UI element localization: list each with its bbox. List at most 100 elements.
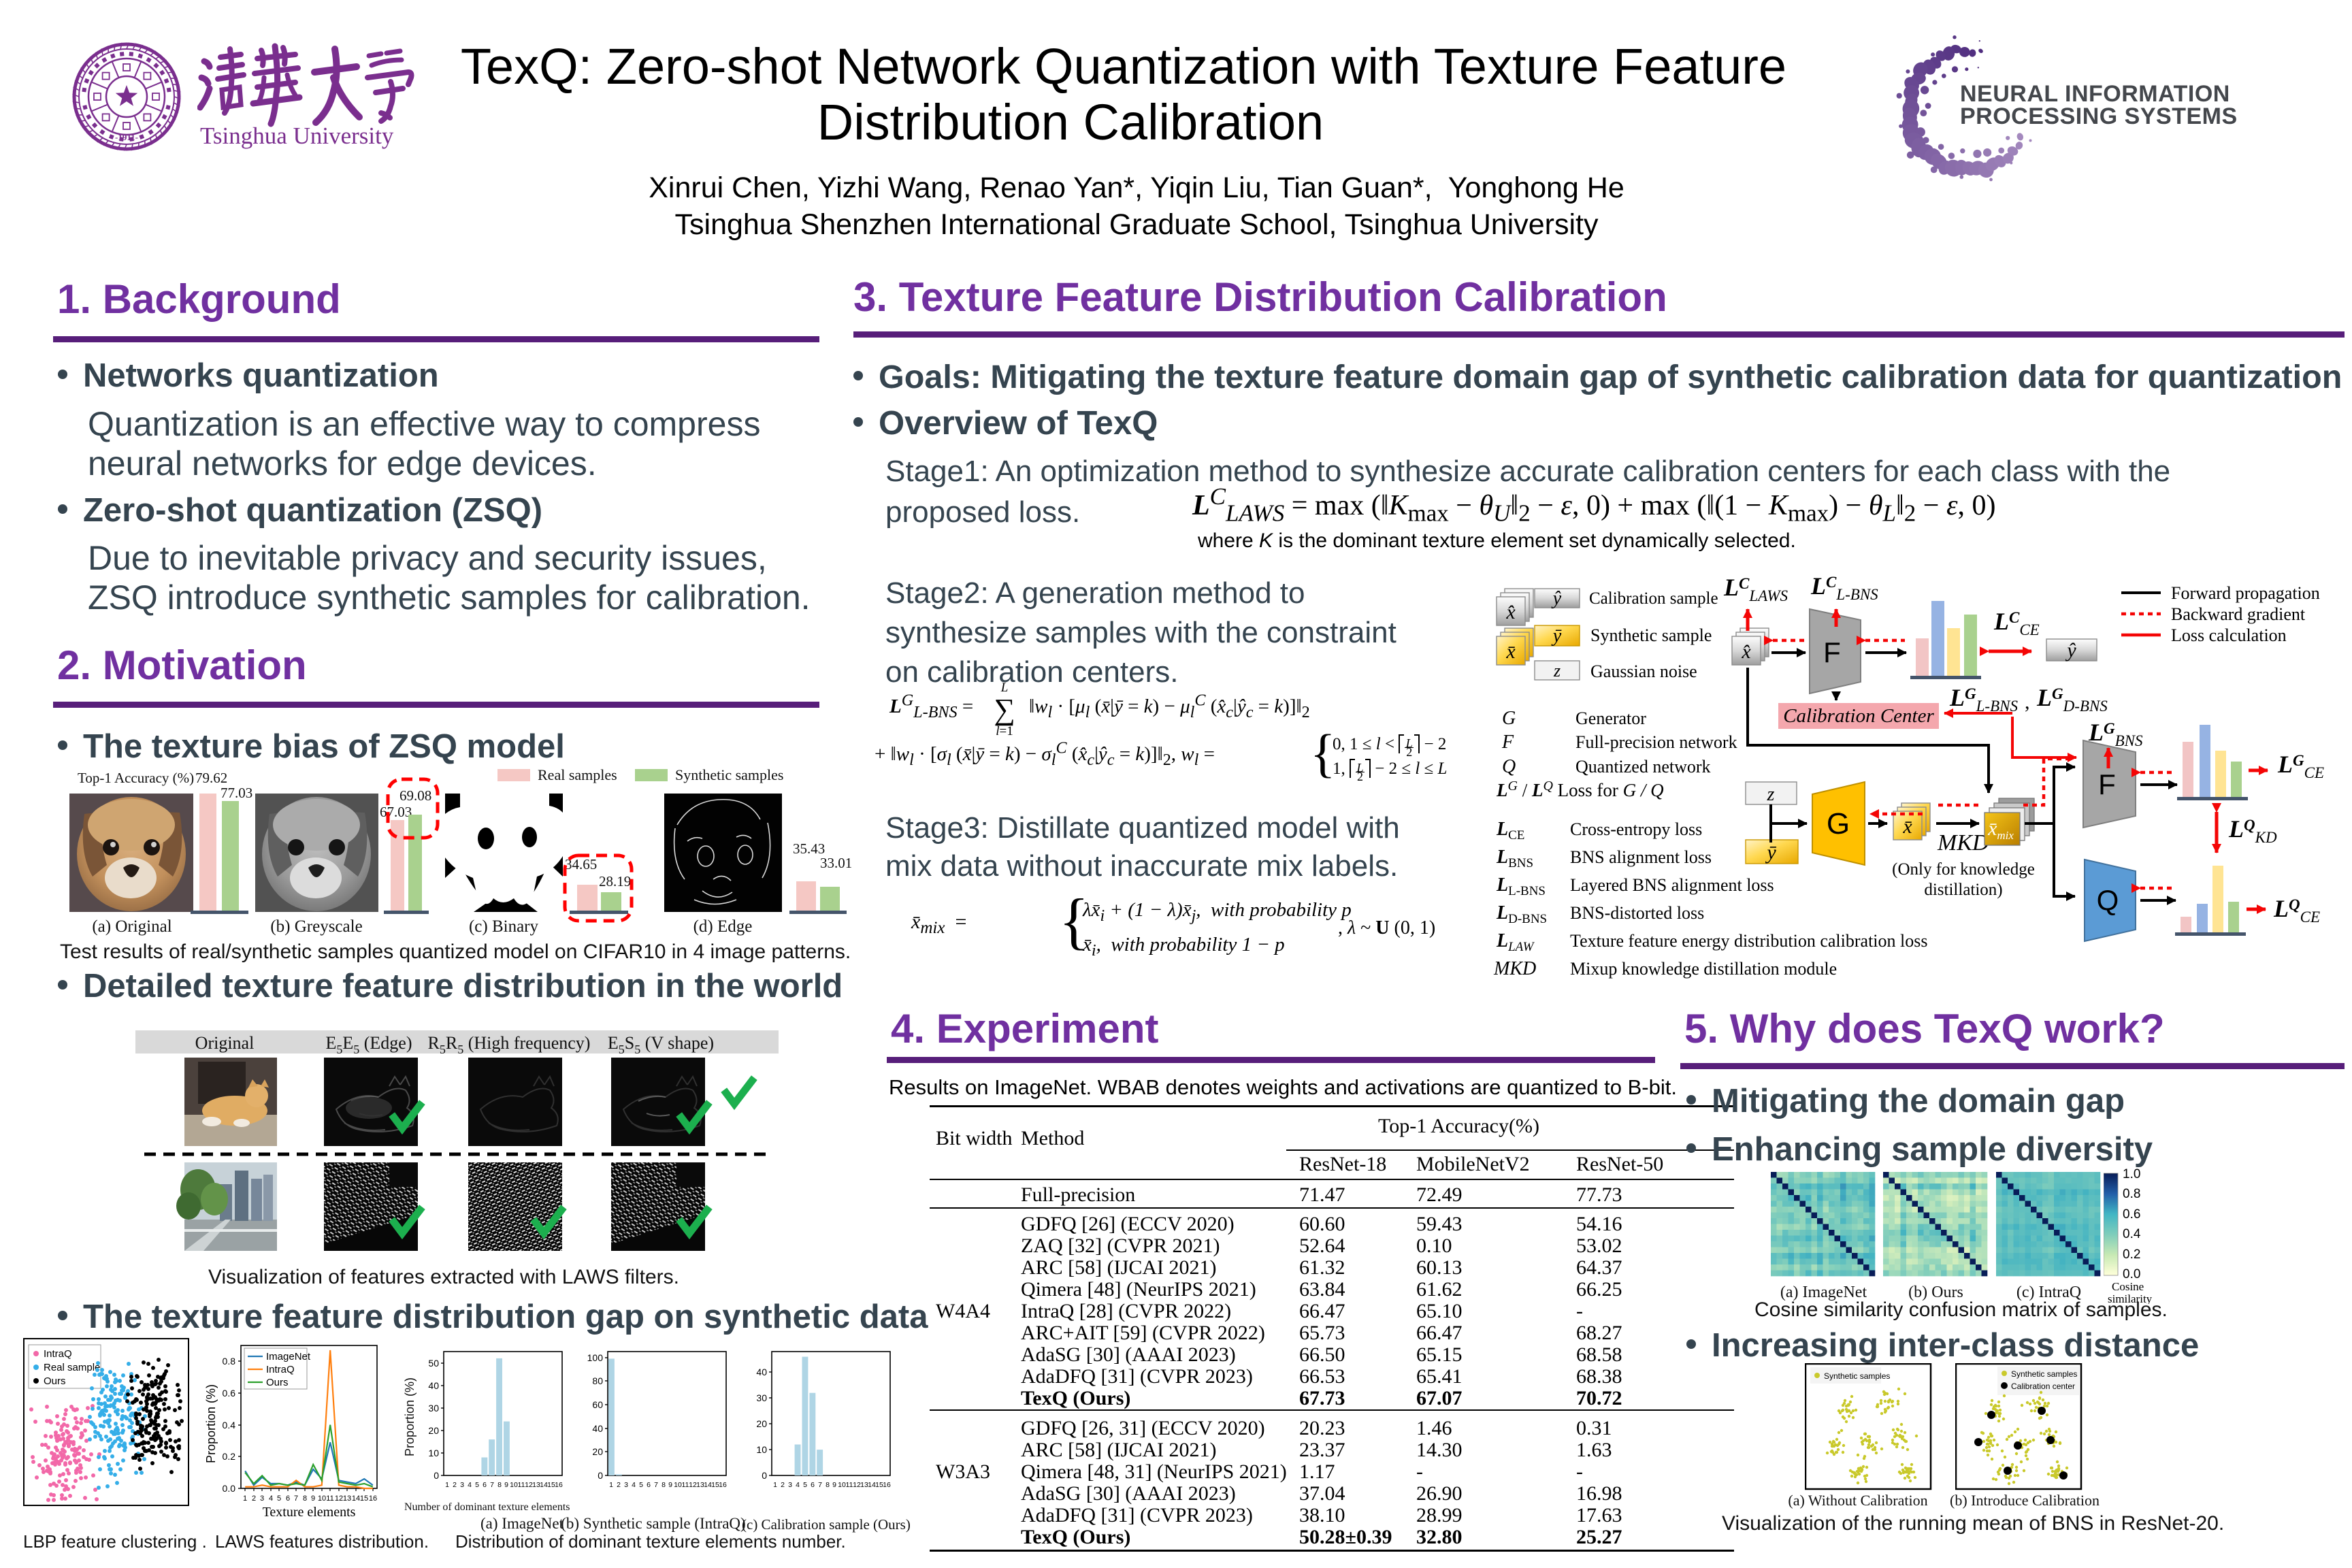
- svg-text:20: 20: [756, 1418, 767, 1429]
- svg-text:Full-precision network: Full-precision network: [1575, 732, 1737, 752]
- svg-text:10: 10: [674, 1481, 682, 1489]
- svg-text:IntraQ: IntraQ: [44, 1348, 72, 1360]
- svg-text:LD-BNS: LD-BNS: [1496, 902, 1547, 926]
- svg-text:0.0: 0.0: [223, 1483, 236, 1494]
- svg-text:LGCE: LGCE: [2277, 751, 2324, 781]
- svg-text:9: 9: [311, 1494, 315, 1503]
- svg-text:7: 7: [818, 1481, 822, 1489]
- svg-text:0.4: 0.4: [223, 1420, 236, 1431]
- svg-text:15: 15: [360, 1494, 368, 1503]
- svg-text:20: 20: [428, 1425, 439, 1436]
- svg-text:5: 5: [277, 1494, 281, 1503]
- svg-text:6: 6: [647, 1481, 651, 1489]
- svg-text:40: 40: [428, 1380, 439, 1391]
- svg-text:Texture elements: Texture elements: [263, 1505, 356, 1520]
- svg-text:2: 2: [781, 1481, 785, 1489]
- svg-text:MKD: MKD: [1493, 958, 1536, 979]
- svg-text:28.19: 28.19: [599, 873, 631, 889]
- svg-text:-1911-: -1911-: [115, 132, 138, 142]
- svg-text:distillation): distillation): [1924, 881, 2002, 899]
- svg-text:ȳ: ȳ: [1765, 841, 1776, 864]
- svg-text:IntraQ: IntraQ: [266, 1364, 295, 1375]
- svg-text:13: 13: [696, 1481, 704, 1489]
- svg-text:,: ,: [2025, 691, 2030, 713]
- svg-text:Texture feature energy distrib: Texture feature energy distribution cali…: [1570, 931, 1927, 951]
- svg-text:7: 7: [490, 1481, 494, 1489]
- svg-text:LCL-BNS: LCL-BNS: [1810, 575, 1878, 603]
- svg-text:Calibration Center: Calibration Center: [1783, 705, 1934, 727]
- svg-text:LCCE: LCCE: [1993, 608, 2040, 638]
- svg-text:F: F: [1501, 732, 1514, 753]
- svg-text:0.4: 0.4: [2123, 1227, 2141, 1241]
- svg-text:0: 0: [598, 1470, 603, 1481]
- svg-text:40: 40: [592, 1423, 603, 1434]
- svg-text:7: 7: [294, 1494, 298, 1503]
- svg-text:2: 2: [453, 1481, 457, 1489]
- svg-text:4: 4: [796, 1481, 800, 1489]
- svg-text:5: 5: [639, 1481, 643, 1489]
- svg-text:10: 10: [428, 1448, 439, 1458]
- svg-text:35.43: 35.43: [793, 840, 825, 857]
- svg-text:80: 80: [592, 1375, 603, 1386]
- svg-text:16: 16: [883, 1481, 891, 1489]
- svg-text:(Only for knowledge: (Only for knowledge: [1892, 860, 2035, 879]
- svg-text:Real samples: Real samples: [538, 766, 617, 783]
- svg-text:1.0: 1.0: [2123, 1168, 2140, 1181]
- svg-text:14: 14: [868, 1481, 876, 1489]
- svg-text:LGD-BNS: LGD-BNS: [2036, 684, 2108, 715]
- svg-text:1: 1: [445, 1481, 449, 1489]
- svg-text:69.08: 69.08: [399, 787, 431, 804]
- svg-text:LBNS: LBNS: [1496, 847, 1533, 870]
- svg-text:Synthetic samples: Synthetic samples: [675, 766, 783, 783]
- svg-text:16: 16: [369, 1494, 377, 1503]
- svg-text:16: 16: [555, 1481, 563, 1489]
- svg-text:12: 12: [853, 1481, 861, 1489]
- svg-text:Proportion (%): Proportion (%): [204, 1384, 218, 1463]
- svg-text:LCLAWS: LCLAWS: [1723, 575, 1788, 604]
- svg-text:5: 5: [803, 1481, 807, 1489]
- svg-text:1: 1: [609, 1481, 613, 1489]
- svg-text:67.03: 67.03: [380, 804, 412, 820]
- svg-text:79.62: 79.62: [195, 770, 227, 786]
- svg-text:8: 8: [826, 1481, 830, 1489]
- svg-text:LLAW: LLAW: [1496, 930, 1535, 954]
- svg-text:14: 14: [540, 1481, 548, 1489]
- svg-text:8: 8: [303, 1494, 307, 1503]
- svg-text:0.2: 0.2: [223, 1451, 236, 1462]
- svg-text:100: 100: [587, 1352, 604, 1363]
- svg-text:14: 14: [704, 1481, 712, 1489]
- svg-text:Real sample: Real sample: [44, 1362, 100, 1373]
- svg-text:13: 13: [860, 1481, 868, 1489]
- svg-text:15: 15: [547, 1481, 555, 1489]
- svg-text:4: 4: [468, 1481, 472, 1489]
- svg-text:LG / LQ Loss for G / Q: LG / LQ Loss for G / Q: [1496, 779, 1664, 800]
- svg-text:LQCE: LQCE: [2273, 895, 2320, 926]
- svg-text:40: 40: [756, 1367, 767, 1377]
- svg-text:9: 9: [832, 1481, 836, 1489]
- svg-text:x̂: x̂: [1741, 640, 1751, 663]
- svg-text:6: 6: [286, 1494, 290, 1503]
- svg-text:11: 11: [518, 1481, 525, 1489]
- svg-text:4: 4: [632, 1481, 636, 1489]
- svg-text:x̄: x̄: [1505, 640, 1516, 663]
- svg-text:0.6: 0.6: [223, 1388, 236, 1399]
- svg-text:10: 10: [756, 1444, 767, 1455]
- svg-text:11: 11: [682, 1481, 689, 1489]
- svg-text:Q: Q: [2097, 884, 2119, 916]
- svg-text:Ours: Ours: [44, 1375, 66, 1387]
- svg-text:G: G: [1827, 807, 1850, 840]
- svg-text:Quantized network: Quantized network: [1575, 757, 1711, 777]
- svg-text:ŷ: ŷ: [2065, 639, 2076, 662]
- svg-text:Synthetic sample: Synthetic sample: [1590, 625, 1712, 645]
- svg-text:6: 6: [811, 1481, 815, 1489]
- svg-text:z: z: [1767, 784, 1775, 805]
- svg-text:7: 7: [654, 1481, 658, 1489]
- svg-text:11: 11: [326, 1494, 333, 1503]
- svg-text:12: 12: [335, 1494, 343, 1503]
- svg-text:Mixup knowledge distillation m: Mixup knowledge distillation module: [1570, 959, 1837, 979]
- svg-text:11: 11: [846, 1481, 853, 1489]
- svg-text:0.8: 0.8: [2123, 1187, 2140, 1201]
- svg-text:13: 13: [532, 1481, 540, 1489]
- svg-text:15: 15: [711, 1481, 719, 1489]
- svg-text:77.03: 77.03: [220, 785, 252, 801]
